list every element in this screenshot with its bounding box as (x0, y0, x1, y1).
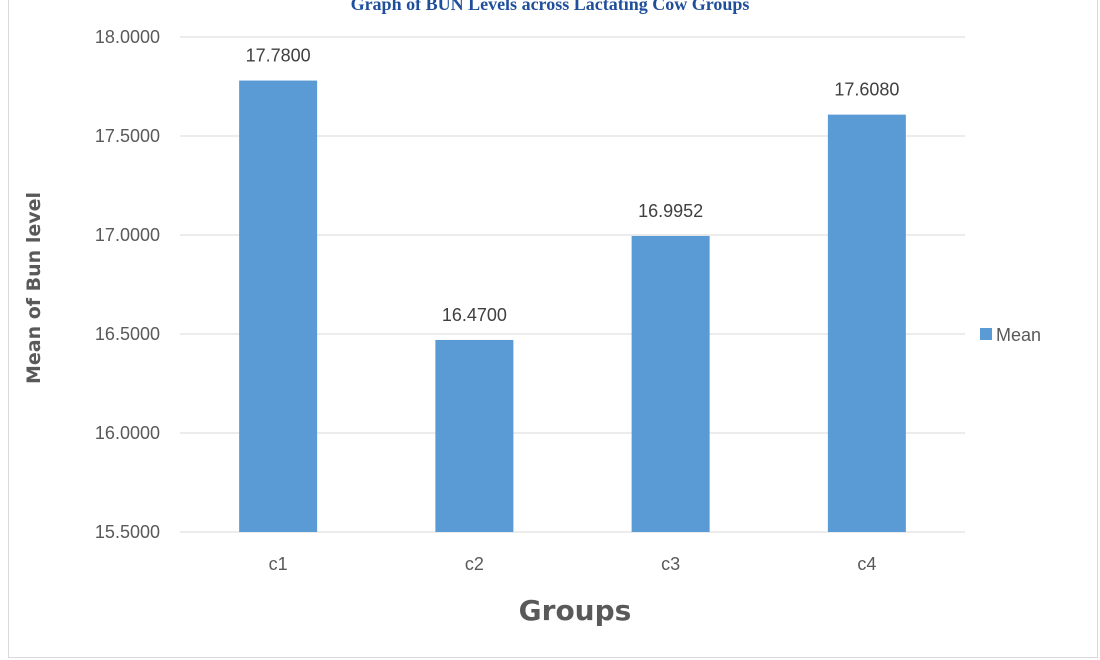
y-tick-label: 18.0000 (95, 27, 160, 47)
x-tick-label-c3: c3 (661, 554, 680, 574)
y-axis-title: Mean of Bun level (23, 192, 45, 384)
y-tick-label: 17.5000 (95, 126, 160, 146)
chart-title: Graph of BUN Levels across Lactating Cow… (350, 0, 750, 14)
bars (239, 80, 906, 533)
bar-c1 (239, 80, 318, 532)
x-axis-title: Groups (519, 594, 632, 627)
bar-c4 (827, 114, 906, 532)
x-tick-label-c2: c2 (465, 554, 484, 574)
data-labels: 17.7800 16.4700 16.9952 17.6080 (246, 46, 900, 325)
legend-swatch-mean (980, 328, 992, 340)
y-tick-label: 16.0000 (95, 423, 160, 443)
data-label-c2: 16.4700 (442, 305, 507, 325)
y-tick-label: 15.5000 (95, 522, 160, 542)
bar-c2 (435, 339, 514, 532)
y-axis-ticks: 15.5000 16.0000 16.5000 17.0000 17.5000 18.00… (95, 27, 160, 542)
x-tick-label-c1: c1 (269, 554, 288, 574)
data-label-c3: 16.9952 (638, 201, 703, 221)
x-tick-label-c4: c4 (857, 554, 876, 574)
chart-frame (8, 0, 1098, 658)
legend-label-mean: Mean (996, 325, 1041, 345)
legend: Mean (980, 325, 1041, 345)
y-tick-label: 16.5000 (95, 324, 160, 344)
data-label-c4: 17.6080 (834, 80, 899, 100)
x-axis-ticks: c1 c2 c3 c4 (269, 554, 877, 574)
data-label-c1: 17.7800 (246, 46, 311, 66)
bar-c3 (631, 235, 710, 533)
y-tick-label: 17.0000 (95, 225, 160, 245)
